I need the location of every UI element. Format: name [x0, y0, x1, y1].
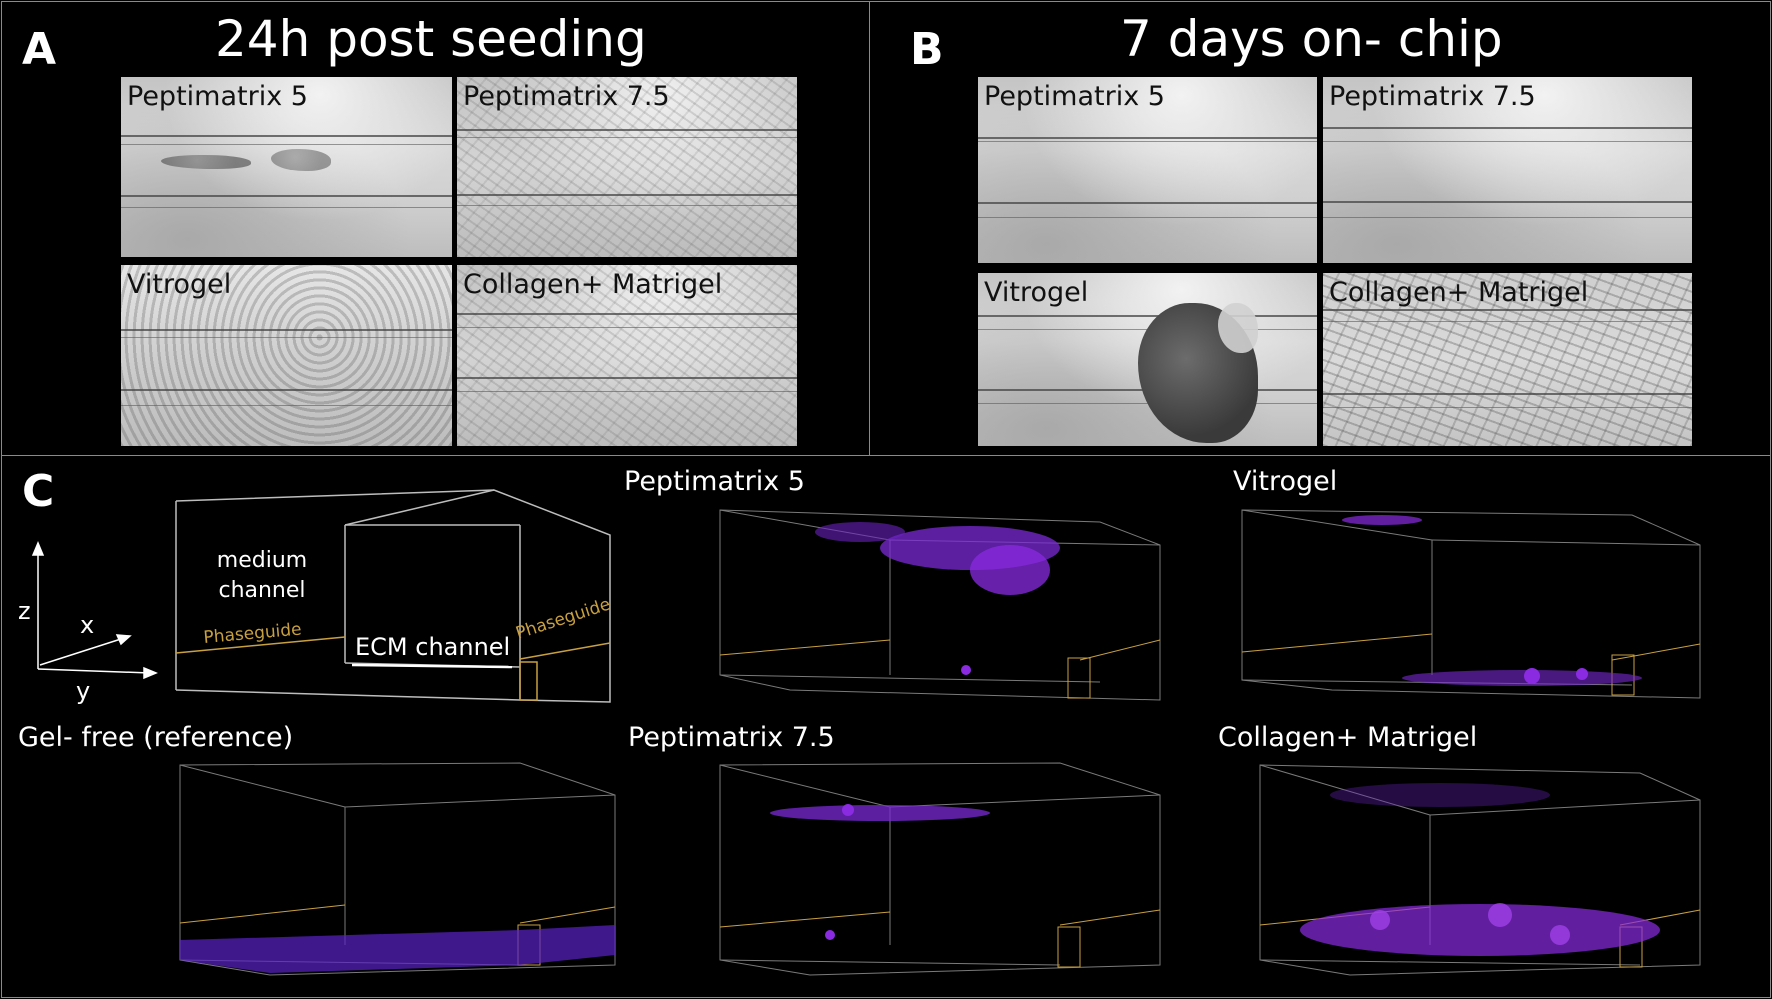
- render-label-vitrogel: Vitrogel: [1233, 466, 1338, 497]
- micrograph-b-vitrogel: Vitrogel: [978, 273, 1317, 446]
- axis-x-label: x: [80, 611, 94, 639]
- micrograph-b-collagen-matrigel: Collagen+ Matrigel: [1323, 273, 1692, 446]
- channel-schematic: medium channel ECM channel Phaseguide Ph…: [18, 489, 613, 705]
- micrograph-b-peptimatrix75: Peptimatrix 7.5: [1323, 77, 1692, 263]
- render-peptimatrix5: [719, 509, 1161, 701]
- tile-label: Peptimatrix 5: [127, 81, 308, 112]
- panel-b-letter: B: [910, 24, 944, 75]
- fluorescent-cells: [770, 805, 990, 821]
- render-peptimatrix75: [719, 762, 1161, 976]
- render-collagen-matrigel: [1259, 764, 1701, 976]
- render-gel-free: [179, 762, 616, 976]
- render-vitrogel: [1241, 509, 1701, 699]
- micrograph-a-vitrogel: Vitrogel: [121, 265, 452, 446]
- render-label-peptimatrix5: Peptimatrix 5: [624, 466, 805, 497]
- micrograph-a-peptimatrix75: Peptimatrix 7.5: [457, 77, 797, 257]
- panel-c-letter: C: [22, 466, 55, 517]
- render-label-collagen-matrigel: Collagen+ Matrigel: [1218, 722, 1478, 753]
- tile-label: Vitrogel: [984, 277, 1089, 308]
- phaseguide-right-label: Phaseguide: [513, 594, 613, 643]
- panel-a-title: 24h post seeding: [215, 10, 647, 68]
- tile-label: Peptimatrix 7.5: [463, 81, 670, 112]
- fluorescent-cells: [1342, 515, 1422, 525]
- panel-c-frame: [1, 455, 1771, 998]
- tile-label: Collagen+ Matrigel: [1329, 277, 1589, 308]
- panel-a-letter: A: [22, 24, 57, 75]
- tile-label: Peptimatrix 5: [984, 81, 1165, 112]
- render-label-peptimatrix75: Peptimatrix 7.5: [628, 722, 835, 753]
- panel-b-title: 7 days on- chip: [1120, 10, 1503, 68]
- render-label-gel-free: Gel- free (reference): [18, 722, 294, 753]
- micrograph-a-collagen-matrigel: Collagen+ Matrigel: [457, 265, 797, 446]
- micrograph-b-peptimatrix5: Peptimatrix 5: [978, 77, 1317, 263]
- medium-channel-line1: medium: [217, 548, 307, 573]
- axis-z-label: z: [18, 597, 31, 625]
- micrograph-a-peptimatrix5: Peptimatrix 5: [121, 77, 452, 257]
- fluorescent-cells: [1300, 904, 1660, 956]
- axis-y-label: y: [76, 677, 90, 705]
- ecm-channel-label: ECM channel: [355, 633, 510, 661]
- tile-label: Peptimatrix 7.5: [1329, 81, 1536, 112]
- medium-channel-line2: channel: [218, 578, 305, 603]
- tile-label: Vitrogel: [127, 269, 232, 300]
- fluorescent-cells: [180, 925, 615, 973]
- tile-label: Collagen+ Matrigel: [463, 269, 723, 300]
- phaseguide-left-label: Phaseguide: [203, 619, 303, 647]
